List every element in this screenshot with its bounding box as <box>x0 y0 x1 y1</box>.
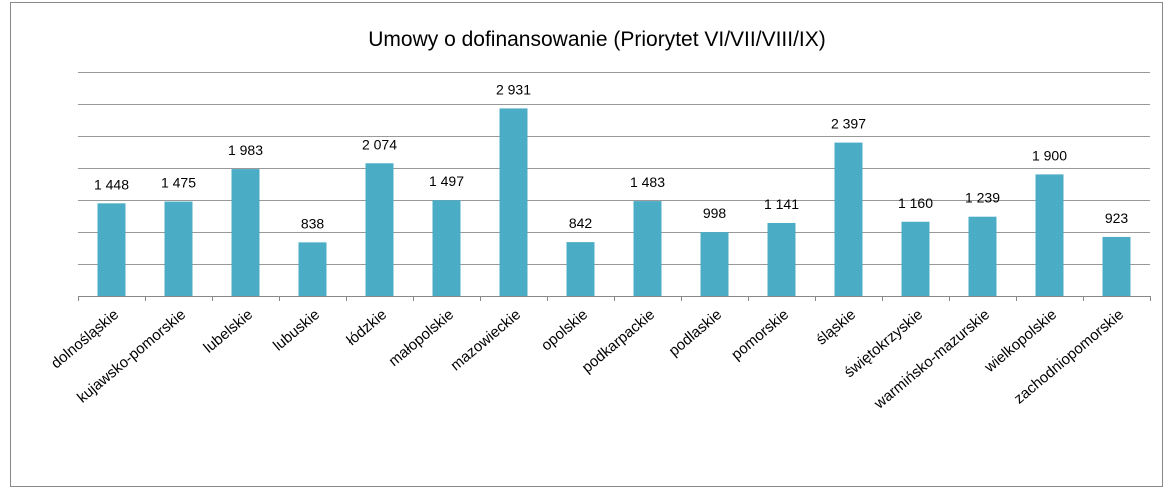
bar <box>499 108 528 296</box>
value-label: 838 <box>301 215 325 231</box>
value-label: 1 475 <box>161 175 196 191</box>
bar <box>231 169 260 296</box>
bar <box>700 232 729 296</box>
bar <box>901 221 930 296</box>
bar <box>1035 174 1064 296</box>
bar <box>633 201 662 296</box>
value-label: 1 483 <box>630 174 665 190</box>
value-label: 1 448 <box>94 176 129 192</box>
bar <box>164 201 193 296</box>
bar <box>298 242 327 296</box>
bar <box>767 222 796 296</box>
value-label: 1 141 <box>764 196 799 212</box>
bar <box>566 242 595 296</box>
value-label: 1 983 <box>228 142 263 158</box>
value-label: 1 497 <box>429 173 464 189</box>
value-label: 923 <box>1105 210 1129 226</box>
value-label: 2 397 <box>831 116 866 132</box>
bar <box>432 200 461 296</box>
bar <box>968 216 997 296</box>
bar <box>97 203 126 296</box>
bar <box>1102 236 1131 296</box>
value-label: 2 931 <box>496 81 531 97</box>
bar <box>834 142 863 296</box>
value-label: 842 <box>569 215 593 231</box>
value-label: 1 239 <box>965 190 1000 206</box>
value-label: 1 160 <box>898 195 933 211</box>
value-label: 998 <box>703 205 727 221</box>
chart-title: Umowy o dofinansowanie (Priorytet VI/VII… <box>368 28 826 51</box>
bar <box>365 163 394 296</box>
value-label: 1 900 <box>1032 147 1067 163</box>
value-label: 2 074 <box>362 136 397 152</box>
